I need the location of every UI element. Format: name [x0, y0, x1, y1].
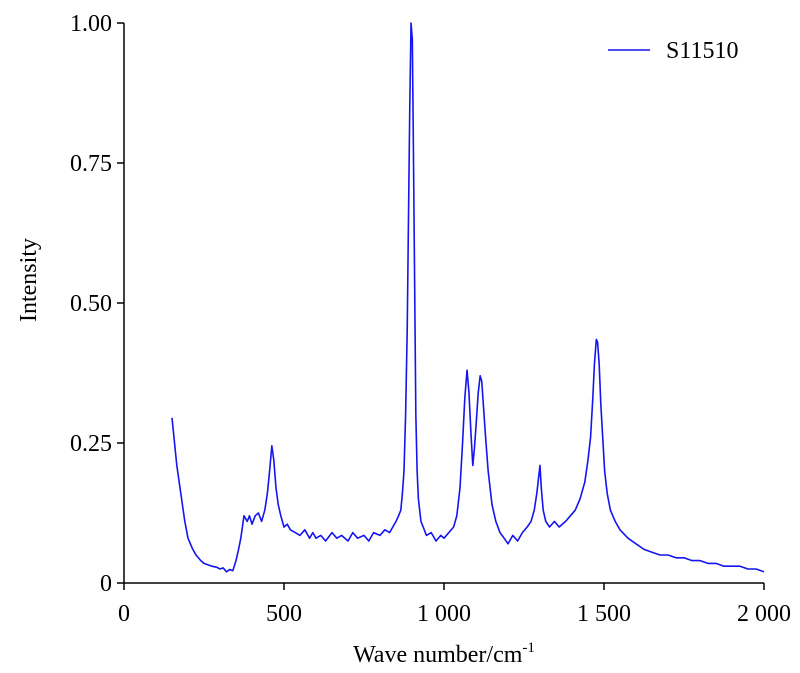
y-tick-label: 0.25 — [70, 431, 112, 457]
y-axis-label: Intensity — [16, 238, 42, 322]
x-tick-label: 1 500 — [577, 601, 631, 627]
y-tick-label: 0.75 — [70, 151, 112, 177]
x-tick-label: 1 000 — [417, 601, 471, 627]
series-line — [171, 22, 765, 573]
x-axis-label-text: Wave number/cm — [353, 642, 523, 668]
x-tick-label: 2 000 — [737, 601, 791, 627]
x-axis-label: Wave number/cm-1 — [353, 640, 535, 668]
y-tick-label: 1.00 — [70, 11, 112, 37]
x-tick-label: 500 — [266, 601, 302, 627]
y-tick-label: 0 — [100, 571, 112, 597]
x-tick-label: 0 — [118, 601, 130, 627]
x-axis-label-superscript: -1 — [522, 640, 535, 656]
legend-label: S11510 — [666, 38, 738, 64]
y-tick-label: 0.50 — [70, 291, 112, 317]
